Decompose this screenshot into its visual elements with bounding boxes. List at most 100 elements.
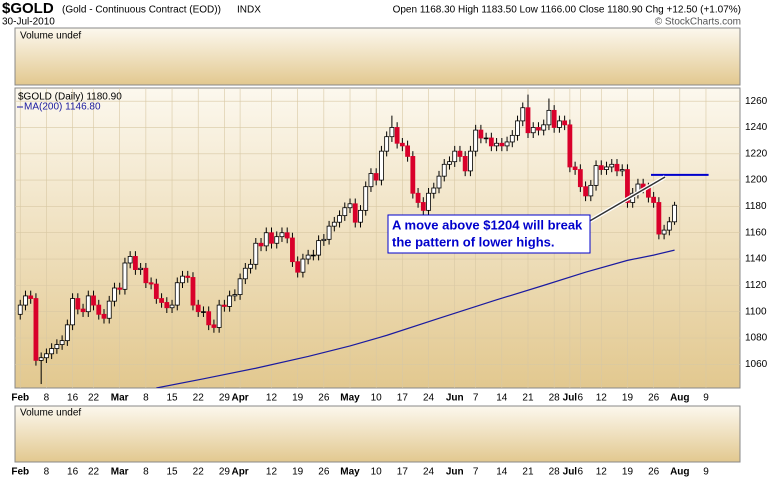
candle-body — [593, 165, 599, 186]
candle-body — [70, 298, 75, 326]
candle-body — [274, 236, 280, 244]
candle-body — [468, 150, 473, 172]
annotation-box — [387, 214, 591, 254]
y-tick-label: 1120 — [745, 280, 767, 291]
price-panel — [14, 87, 741, 389]
y-tick-label: 1100 — [745, 306, 767, 317]
candle-body — [91, 295, 96, 306]
y-tick-label: 1260 — [745, 96, 768, 107]
candle-body — [221, 304, 227, 307]
candle-body — [216, 304, 222, 328]
y-tick-label: 1160 — [745, 227, 767, 238]
candle-body — [447, 161, 452, 165]
candle-body — [530, 127, 536, 134]
y-tick-label: 1140 — [745, 254, 767, 265]
candle-body — [143, 267, 149, 284]
candle-body — [337, 215, 342, 223]
candle-body — [536, 127, 541, 131]
candle-body — [38, 357, 44, 361]
candle-body — [295, 261, 301, 273]
candle-body — [656, 202, 662, 235]
candle-body — [583, 186, 588, 197]
x-tick-label: 28 — [549, 467, 561, 478]
candle-body — [546, 109, 552, 126]
candle-body — [373, 173, 379, 181]
candle-body — [305, 254, 311, 260]
candle-body — [478, 129, 484, 139]
symbol: $GOLD — [2, 0, 54, 17]
candle-body — [242, 267, 248, 280]
x-tick-label: 9 — [703, 467, 709, 478]
x-tick-label: 21 — [522, 393, 534, 404]
candle-body — [23, 295, 28, 306]
x-tick-label: Jul — [563, 393, 578, 404]
candle-body — [431, 187, 437, 194]
candle-body — [342, 207, 348, 217]
candle-body — [389, 127, 395, 138]
candle-body — [562, 120, 568, 126]
x-tick-label: 7 — [473, 393, 479, 404]
candle-body — [290, 237, 295, 263]
candle-body — [169, 304, 175, 309]
candle-body — [80, 308, 86, 313]
candle-body — [572, 166, 578, 170]
legend-ma: MA(200) 1146.80 — [24, 102, 101, 113]
candle-body — [269, 232, 274, 244]
candle-body — [604, 166, 609, 170]
x-tick-label: 8 — [44, 393, 50, 404]
x-tick-label: 8 — [143, 393, 149, 404]
x-tick-label: 17 — [397, 393, 409, 404]
x-tick-label: 7 — [473, 467, 479, 478]
candle-body — [384, 136, 390, 152]
x-tick-label: 15 — [166, 393, 178, 404]
candle-body — [54, 344, 60, 349]
candle-body — [75, 298, 81, 310]
candle-body — [557, 120, 562, 128]
candle-body — [352, 203, 358, 223]
candle-body — [661, 229, 667, 235]
candle-body — [483, 137, 489, 140]
candle-body — [17, 304, 23, 315]
candle-body — [441, 163, 447, 177]
candle-body — [567, 124, 573, 168]
x-tick-label: 26 — [648, 393, 660, 404]
candle-body — [201, 311, 206, 313]
x-tick-label: 15 — [166, 467, 178, 478]
candle-body — [410, 156, 416, 194]
candle-body — [112, 287, 117, 302]
candle-body — [420, 202, 426, 211]
x-tick-label: 19 — [292, 467, 304, 478]
candle-body — [452, 150, 458, 163]
volume-label: Volume undef — [20, 31, 81, 42]
volume-panel-top — [14, 27, 741, 86]
x-tick-label: 26 — [318, 467, 330, 478]
y-tick-label: 1200 — [745, 175, 768, 186]
candle-body — [525, 107, 531, 134]
candle-body — [64, 324, 70, 342]
description: (Gold - Continuous Contract (EOD)) — [62, 5, 221, 16]
candle-body — [248, 263, 253, 269]
candle-body — [174, 282, 180, 306]
x-tick-label: 10 — [371, 393, 383, 404]
x-tick-label: 12 — [266, 467, 278, 478]
candle-body — [609, 163, 615, 168]
x-tick-label: 14 — [496, 467, 508, 478]
x-tick-label: 29 — [219, 467, 231, 478]
candle-body — [122, 262, 128, 290]
candle-body — [49, 348, 55, 355]
x-tick-label: 12 — [266, 393, 278, 404]
x-tick-label: Jul — [563, 467, 578, 478]
candle-body — [326, 225, 332, 240]
x-tick-label: 22 — [88, 393, 100, 404]
candle-body — [148, 282, 154, 285]
candle-body — [625, 169, 630, 203]
candle-body — [310, 254, 316, 257]
candle-body — [316, 240, 322, 256]
annotation-text: the pattern of lower highs. — [392, 234, 555, 249]
legend-price: $GOLD (Daily) 1180.90 — [18, 92, 122, 103]
x-tick-label: Apr — [231, 467, 248, 478]
x-tick-label: 22 — [193, 467, 205, 478]
annotation-pointer — [587, 176, 666, 223]
candle-body — [551, 109, 557, 128]
candle-body — [504, 141, 510, 147]
